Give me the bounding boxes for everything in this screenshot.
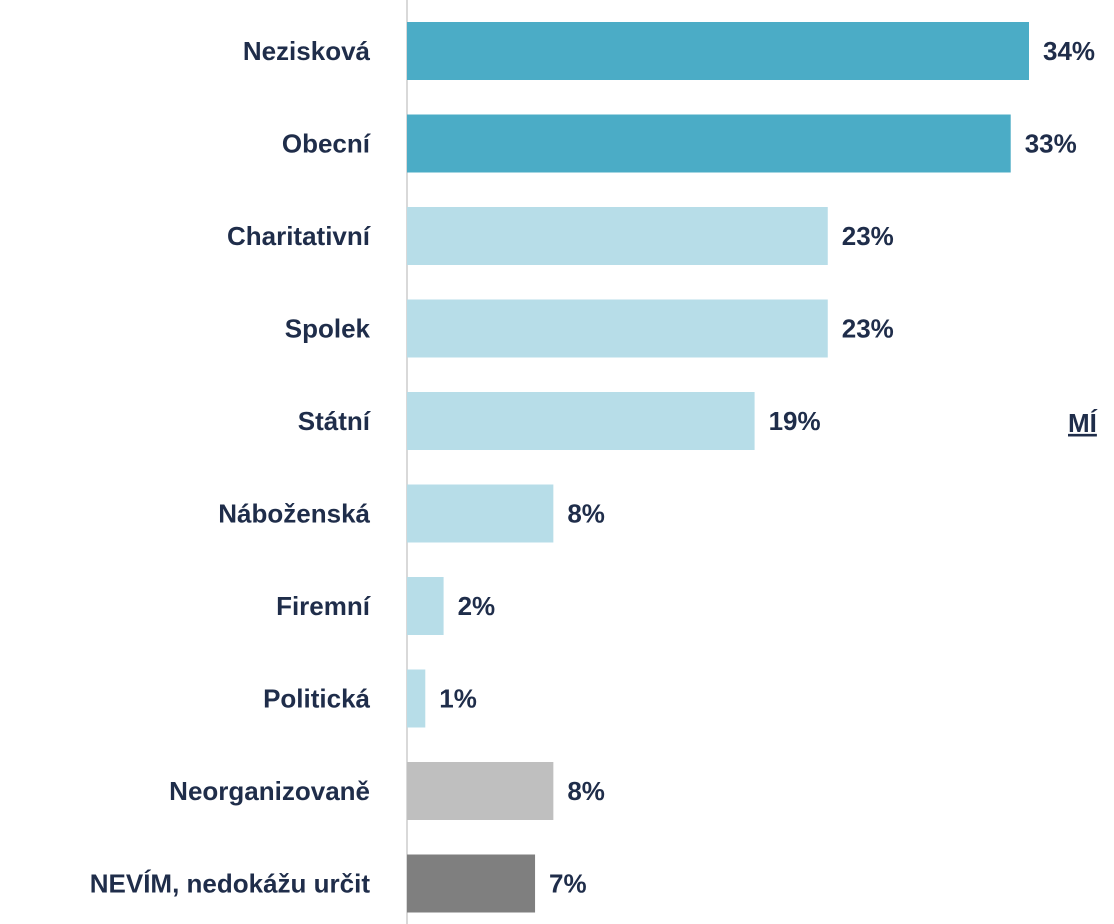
value-label: 7% (549, 868, 587, 898)
value-label: 2% (458, 591, 496, 621)
category-label: Neorganizovaně (169, 776, 370, 806)
bar (407, 207, 828, 265)
category-label: Nezisková (243, 36, 371, 66)
bar (407, 762, 554, 820)
value-label: 1% (439, 683, 477, 713)
bar (407, 484, 554, 543)
bar (407, 299, 828, 358)
value-label: 33% (1025, 128, 1077, 158)
value-label: 23% (842, 313, 894, 343)
category-label: Obecní (282, 128, 371, 158)
category-label: Státní (298, 406, 371, 436)
annotation: MÍ (1068, 408, 1098, 438)
value-label: 8% (567, 776, 605, 806)
bar (407, 577, 444, 635)
bar (407, 669, 426, 728)
value-label: 19% (769, 406, 821, 436)
category-label: Firemní (276, 591, 371, 621)
bar (407, 392, 755, 450)
category-label: Spolek (285, 313, 371, 343)
bar (407, 22, 1029, 80)
category-label: NEVÍM, nedokážu určit (90, 868, 371, 898)
bar (407, 854, 536, 913)
value-label: 8% (567, 498, 605, 528)
category-label: Náboženská (218, 498, 370, 528)
bar (407, 114, 1011, 173)
category-label: Charitativní (227, 221, 371, 251)
value-label: 34% (1043, 36, 1095, 66)
category-label: Politická (263, 683, 370, 713)
value-label: 23% (842, 221, 894, 251)
